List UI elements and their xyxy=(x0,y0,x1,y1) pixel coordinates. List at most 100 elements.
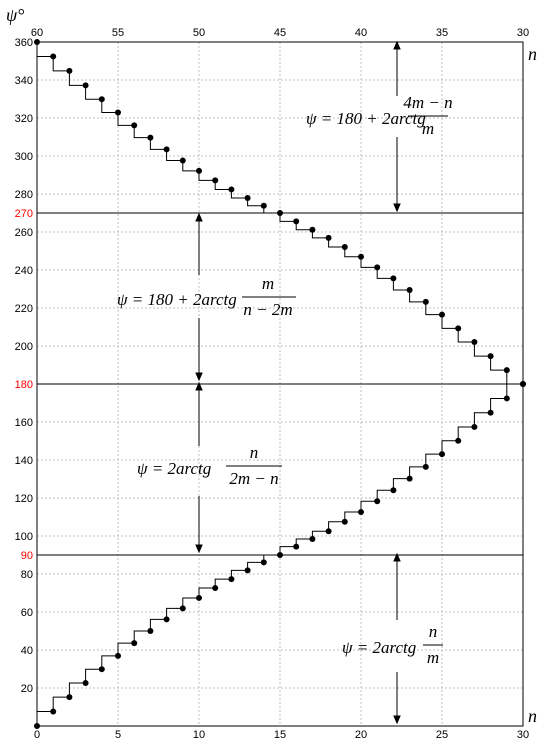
svg-text:4m − n: 4m − n xyxy=(403,93,452,112)
data-point xyxy=(325,234,332,241)
data-point xyxy=(439,311,445,318)
data-point xyxy=(212,585,219,592)
data-point xyxy=(309,226,316,233)
data-point xyxy=(277,552,283,558)
data-point xyxy=(98,666,105,673)
data-point xyxy=(115,109,121,116)
data-point xyxy=(66,694,73,701)
data-point xyxy=(228,576,235,583)
y-tick-label: 300 xyxy=(15,151,33,163)
x-bottom-tick-label: 5 xyxy=(115,729,121,740)
svg-text:ψ = 2arctg: ψ = 2arctg xyxy=(342,638,416,657)
y-tick-label: 120 xyxy=(15,493,33,505)
x-bottom-tick-label: 10 xyxy=(193,729,205,740)
y-tick-label: 160 xyxy=(15,417,33,429)
data-point xyxy=(455,437,462,444)
data-point xyxy=(179,157,186,164)
svg-text:ψ = 180 + 2arctg: ψ = 180 + 2arctg xyxy=(306,109,426,128)
x-bottom-tick-label: 30 xyxy=(517,729,529,740)
data-point xyxy=(131,122,138,129)
y-tick-label: 320 xyxy=(15,113,33,125)
y-tick-label-red: 270 xyxy=(15,208,33,220)
data-point xyxy=(471,423,478,430)
formula-upper-mid: ψ = 180 + 2arctg m n − 2m xyxy=(117,274,296,319)
x-bottom-tick-label: 0 xyxy=(34,729,40,740)
svg-text:n − 2m: n − 2m xyxy=(243,300,292,319)
x-top-tick-label: 40 xyxy=(355,27,367,39)
data-point xyxy=(50,53,57,60)
data-point xyxy=(163,616,170,623)
y-tick-label: 260 xyxy=(15,227,33,239)
svg-text:2m − n: 2m − n xyxy=(229,469,278,488)
svg-text:n: n xyxy=(250,443,259,462)
x-bottom-tick-label: 15 xyxy=(274,729,286,740)
y-tick-label-red: 180 xyxy=(15,379,33,391)
data-point xyxy=(390,275,397,282)
y-tick-label-red: 90 xyxy=(21,550,33,562)
data-point xyxy=(455,325,462,332)
y-tick-label: 220 xyxy=(15,303,33,315)
data-point xyxy=(358,253,364,260)
data-point xyxy=(293,543,300,550)
x-top-tick-label: 45 xyxy=(274,27,286,39)
data-point xyxy=(374,264,381,271)
y-tick-label: 360 xyxy=(15,37,33,49)
data-point xyxy=(406,286,413,293)
annotation-arrows xyxy=(195,40,401,725)
data-point xyxy=(487,409,494,416)
svg-text:m: m xyxy=(427,648,439,667)
y-tick-label: 340 xyxy=(15,75,33,87)
data-point xyxy=(196,594,202,601)
data-point xyxy=(196,167,202,174)
data-point xyxy=(439,451,445,458)
data-point xyxy=(50,708,57,715)
y-tick-label: 60 xyxy=(21,607,33,619)
data-point xyxy=(471,339,478,346)
data-point xyxy=(487,353,494,360)
x-bottom-tick-label: 25 xyxy=(436,729,448,740)
formula-top: ψ = 180 + 2arctg 4m − n m xyxy=(306,93,453,138)
data-point xyxy=(358,509,364,516)
svg-text:ψ = 180 + 2arctg: ψ = 180 + 2arctg xyxy=(117,290,237,309)
data-point xyxy=(341,244,348,251)
data-point xyxy=(390,487,397,494)
data-point xyxy=(325,528,332,535)
x-bottom-tick-label: 20 xyxy=(355,729,367,740)
data-point xyxy=(163,146,170,153)
y-tick-label: 140 xyxy=(15,455,33,467)
y-axis-title: ψ° xyxy=(6,5,24,25)
x-top-tick-label: 50 xyxy=(193,27,205,39)
x-top-tick-label: 30 xyxy=(517,27,529,39)
y-tick-label: 40 xyxy=(21,645,33,657)
x-bottom-axis-title: n xyxy=(528,706,537,726)
y-tick-label: 20 xyxy=(21,683,33,695)
data-point xyxy=(82,680,89,687)
data-point xyxy=(98,96,105,103)
svg-text:m: m xyxy=(422,119,434,138)
tick-labels: 2040608010012014016020022024026028030032… xyxy=(15,27,529,740)
x-top-tick-label: 55 xyxy=(112,27,124,39)
data-point xyxy=(277,210,283,216)
x-top-axis-title: n xyxy=(528,44,537,64)
data-point xyxy=(228,186,235,193)
svg-text:n: n xyxy=(429,622,438,641)
data-point xyxy=(406,475,413,482)
x-top-tick-label: 35 xyxy=(436,27,448,39)
svg-text:ψ = 2arctg: ψ = 2arctg xyxy=(137,459,211,478)
data-point xyxy=(131,640,138,647)
data-point xyxy=(66,67,73,74)
data-point xyxy=(244,567,251,574)
data-point xyxy=(503,395,510,402)
y-tick-label: 240 xyxy=(15,265,33,277)
svg-text:m: m xyxy=(262,274,274,293)
data-point xyxy=(422,463,429,470)
data-point xyxy=(260,202,267,209)
data-point xyxy=(82,82,89,89)
data-point xyxy=(293,218,300,225)
data-point xyxy=(260,559,267,566)
data-point xyxy=(212,177,219,184)
data-point xyxy=(503,367,510,374)
plot-frame xyxy=(36,41,524,727)
y-tick-label: 200 xyxy=(15,341,33,353)
